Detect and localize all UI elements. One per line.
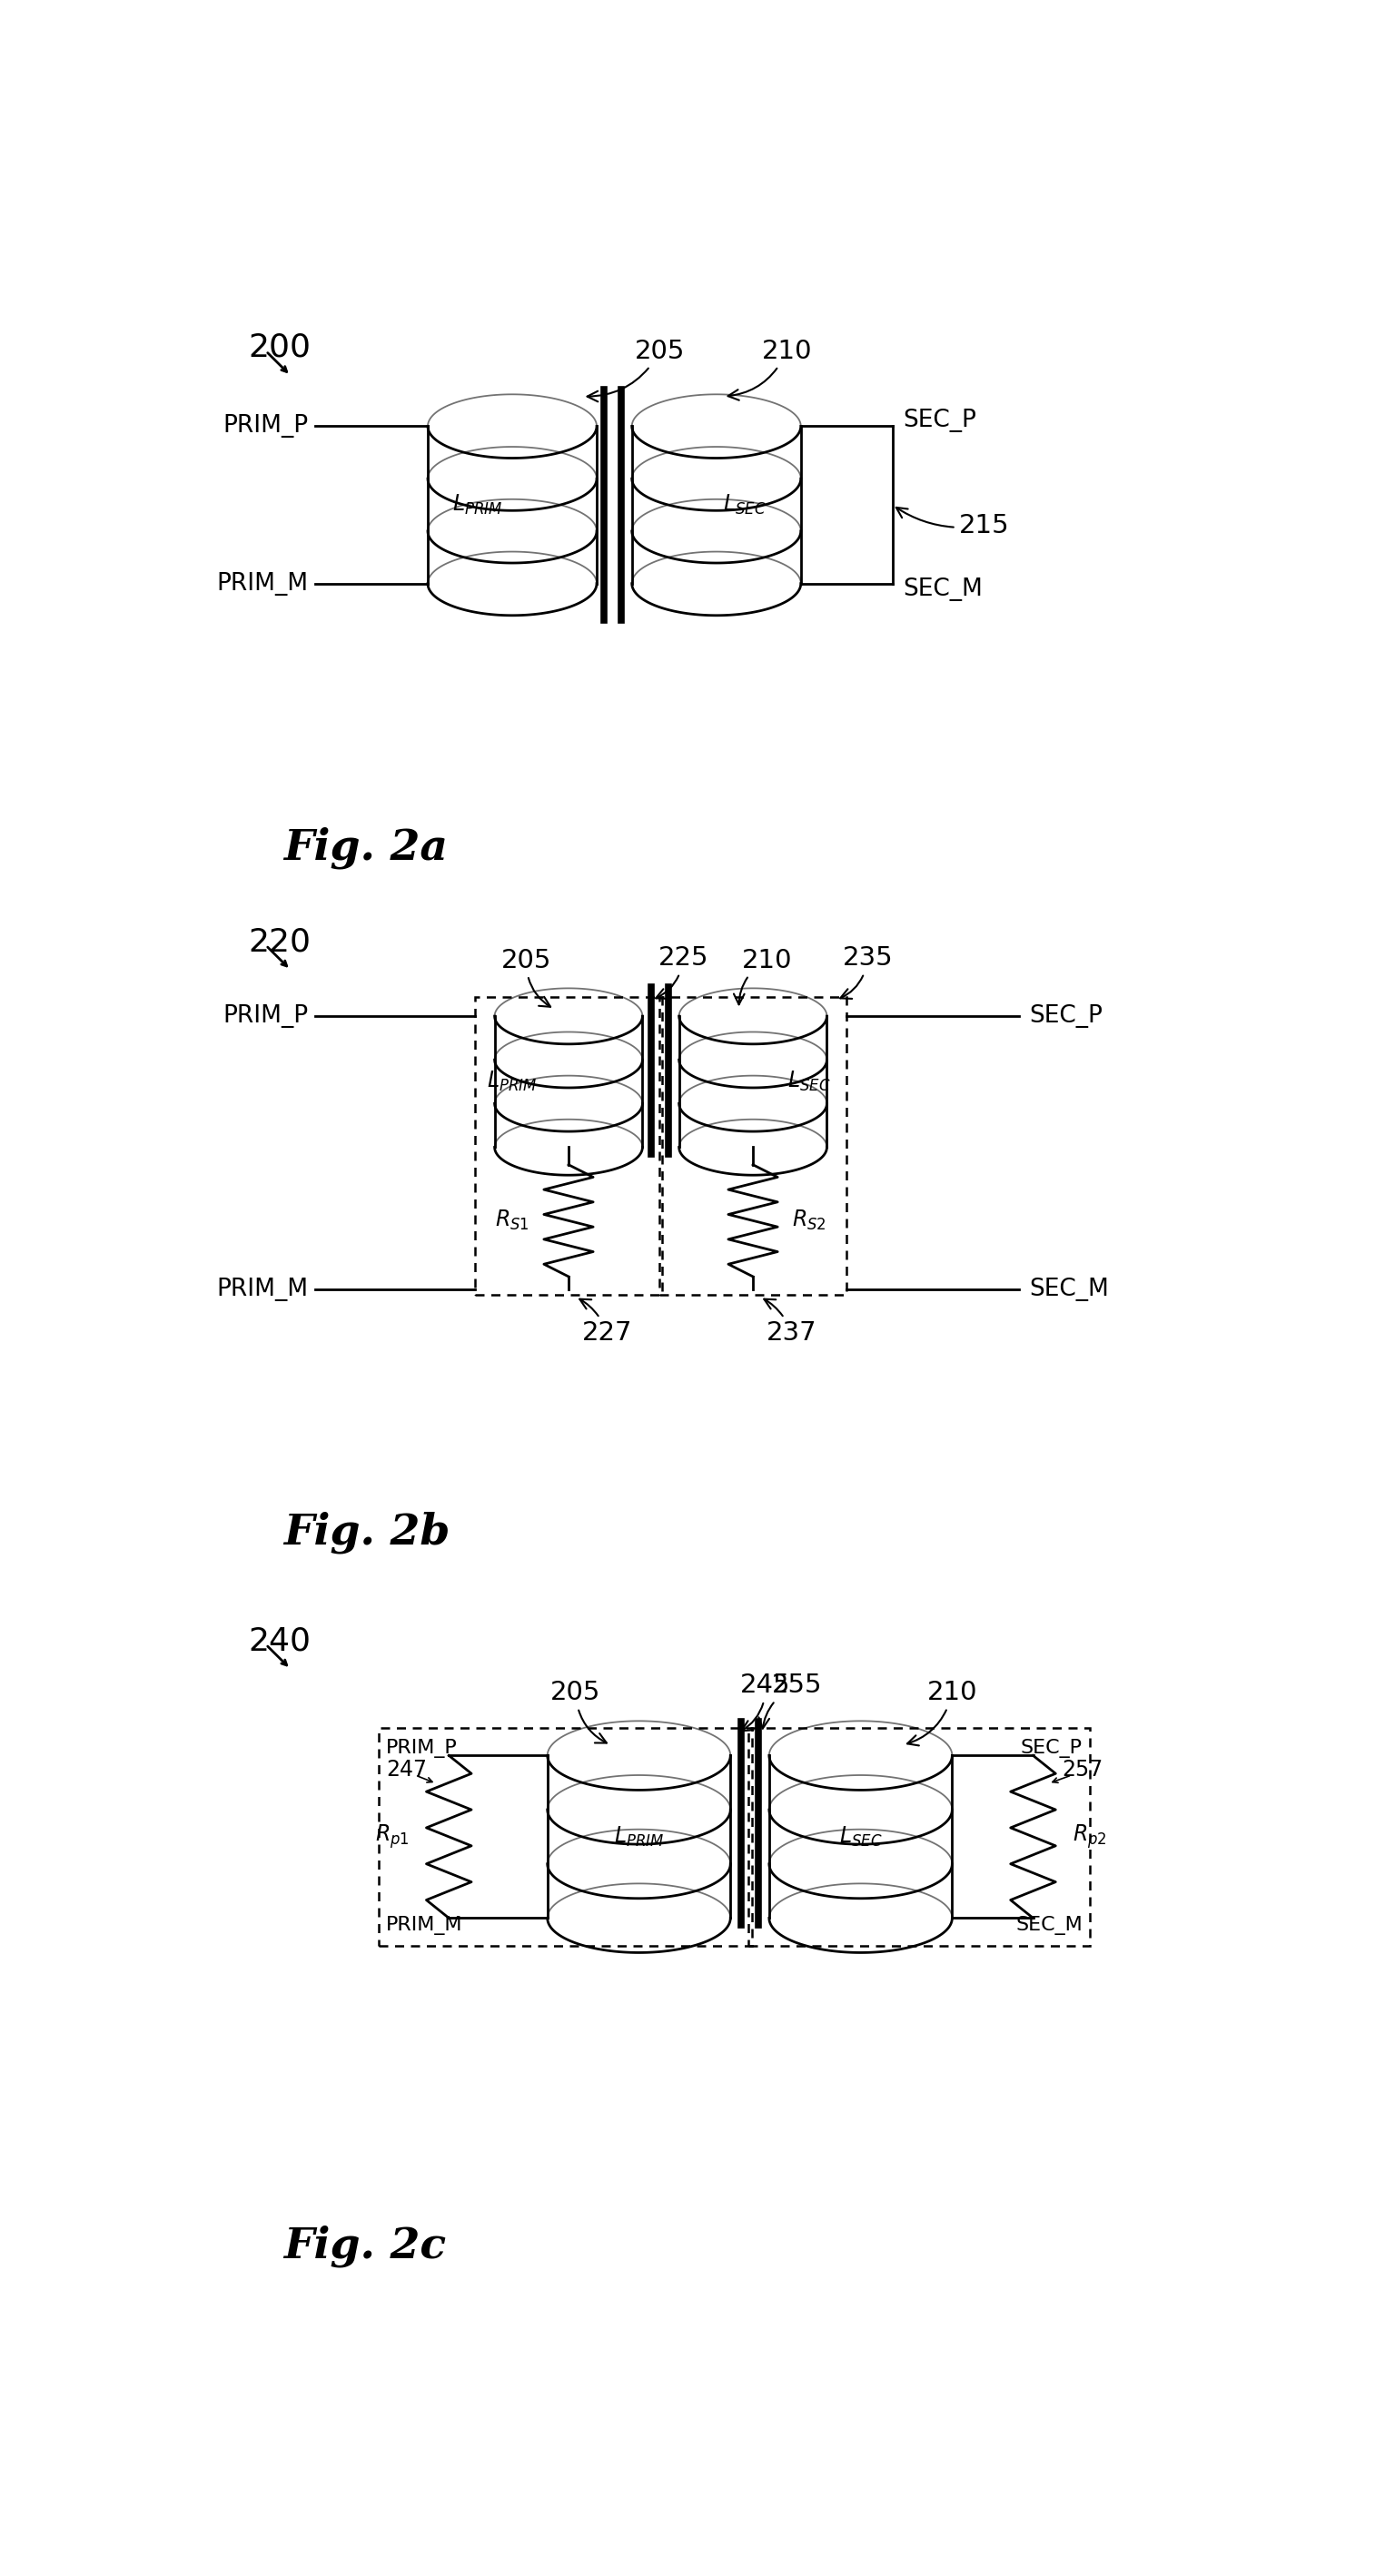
Text: 215: 215 bbox=[896, 507, 1009, 538]
Text: 205: 205 bbox=[551, 1680, 607, 1744]
Text: $R_{p2}$: $R_{p2}$ bbox=[1073, 1824, 1106, 1850]
Bar bbox=[378, 1728, 752, 1945]
Text: $R_{p1}$: $R_{p1}$ bbox=[375, 1824, 410, 1850]
Text: Fig. 2a: Fig. 2a bbox=[283, 827, 448, 868]
Text: 245: 245 bbox=[741, 1672, 791, 1731]
Text: $L_{PRIM}$: $L_{PRIM}$ bbox=[452, 492, 502, 518]
Bar bbox=[748, 1728, 1089, 1945]
Text: SEC_M: SEC_M bbox=[1030, 1278, 1109, 1301]
Bar bbox=[474, 997, 663, 1296]
Text: 255: 255 bbox=[759, 1672, 823, 1728]
Text: SEC_P: SEC_P bbox=[1021, 1739, 1083, 1757]
Text: 200: 200 bbox=[248, 332, 311, 363]
Text: 210: 210 bbox=[728, 337, 812, 399]
Text: $L_{SEC}$: $L_{SEC}$ bbox=[838, 1824, 882, 1850]
Text: $L_{PRIM}$: $L_{PRIM}$ bbox=[487, 1069, 537, 1095]
Text: 210: 210 bbox=[734, 948, 792, 1005]
Text: 225: 225 bbox=[656, 945, 709, 999]
Text: SEC_M: SEC_M bbox=[1016, 1917, 1083, 1935]
Text: 210: 210 bbox=[907, 1680, 978, 1747]
Text: PRIM_M: PRIM_M bbox=[385, 1917, 462, 1935]
Text: 257: 257 bbox=[1062, 1759, 1103, 1780]
Text: $L_{SEC}$: $L_{SEC}$ bbox=[723, 492, 766, 518]
Text: 220: 220 bbox=[248, 927, 311, 958]
Text: SEC_P: SEC_P bbox=[1030, 1005, 1103, 1028]
Text: 205: 205 bbox=[501, 948, 551, 1007]
Text: Fig. 2b: Fig. 2b bbox=[283, 1512, 451, 1553]
Text: PRIM_M: PRIM_M bbox=[216, 1278, 308, 1301]
Text: $L_{PRIM}$: $L_{PRIM}$ bbox=[614, 1824, 664, 1850]
Text: PRIM_P: PRIM_P bbox=[385, 1739, 458, 1757]
Text: 237: 237 bbox=[764, 1298, 817, 1345]
Text: 240: 240 bbox=[248, 1625, 311, 1656]
Text: $R_{S2}$: $R_{S2}$ bbox=[792, 1208, 826, 1231]
Text: 247: 247 bbox=[386, 1759, 427, 1780]
Text: 227: 227 bbox=[580, 1298, 632, 1345]
Text: 235: 235 bbox=[840, 945, 893, 999]
Text: SEC_P: SEC_P bbox=[903, 410, 976, 433]
Text: SEC_M: SEC_M bbox=[903, 577, 982, 600]
Text: PRIM_M: PRIM_M bbox=[216, 572, 308, 595]
Text: PRIM_P: PRIM_P bbox=[223, 1005, 308, 1028]
Bar bbox=[660, 997, 847, 1296]
Text: 205: 205 bbox=[587, 337, 685, 402]
Text: PRIM_P: PRIM_P bbox=[223, 415, 308, 438]
Text: Fig. 2c: Fig. 2c bbox=[283, 2226, 446, 2267]
Text: $L_{SEC}$: $L_{SEC}$ bbox=[788, 1069, 831, 1095]
Text: $R_{S1}$: $R_{S1}$ bbox=[495, 1208, 529, 1231]
